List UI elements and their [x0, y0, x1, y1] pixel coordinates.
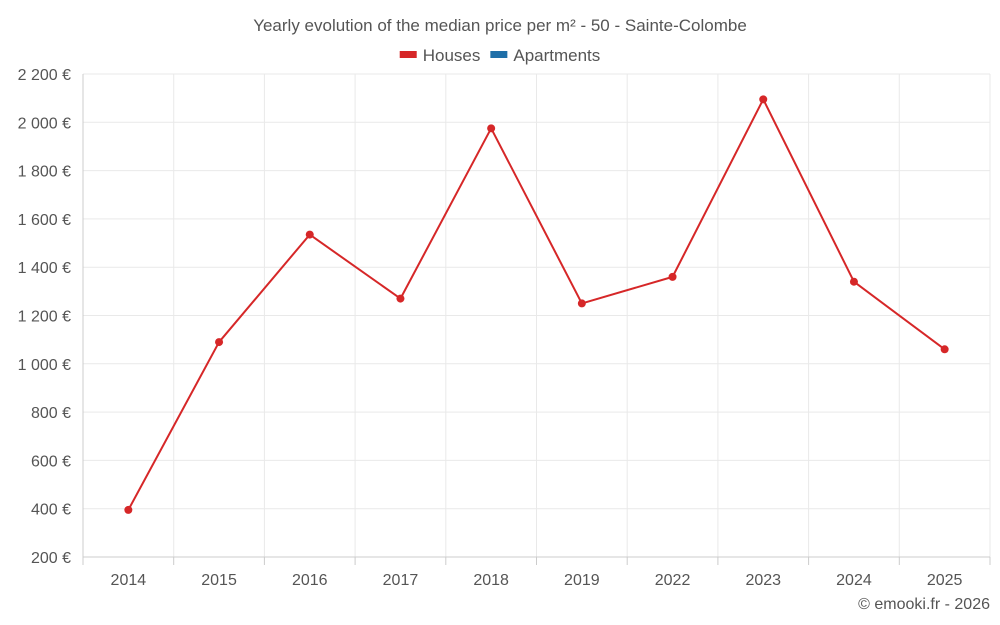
x-tick-label: 2023 [745, 572, 781, 589]
legend-label: Apartments [513, 46, 600, 65]
y-tick-label: 600 € [31, 453, 71, 470]
legend-item-houses[interactable]: Houses [399, 46, 481, 65]
x-axis-ticks: 2014 2015 2016 2017 2018 2019 2022 2023 2024 2025 [82, 557, 991, 589]
x-tick-label: 2017 [383, 572, 419, 589]
y-tick-label: 1 200 € [18, 309, 71, 326]
x-tick-label: 2022 [655, 572, 691, 589]
data-point[interactable] [759, 95, 768, 104]
series-layer [124, 95, 949, 514]
x-tick-label: 2015 [201, 572, 237, 589]
data-point[interactable] [668, 272, 677, 281]
data-point[interactable] [124, 505, 133, 514]
y-tick-label: 1 800 € [18, 164, 71, 181]
x-tick-label: 2019 [564, 572, 600, 589]
x-tick-label: 2025 [927, 572, 963, 589]
y-tick-label: 2 000 € [18, 115, 71, 132]
legend-swatch [399, 51, 417, 58]
y-tick-label: 1 000 € [18, 357, 71, 374]
y-tick-label: 1 400 € [18, 260, 71, 277]
data-point[interactable] [940, 345, 949, 354]
x-tick-label: 2014 [111, 572, 147, 589]
data-point[interactable] [215, 338, 224, 347]
legend: Houses Apartments [399, 46, 600, 65]
legend-label: Houses [423, 46, 481, 65]
y-tick-label: 800 € [31, 405, 71, 422]
x-tick-label: 2024 [836, 572, 872, 589]
data-point[interactable] [305, 230, 314, 239]
chart-title: Yearly evolution of the median price per… [253, 16, 747, 35]
y-tick-label: 400 € [31, 502, 71, 519]
data-point[interactable] [577, 299, 586, 308]
y-tick-label: 200 € [31, 550, 71, 567]
legend-swatch [490, 51, 508, 58]
series-line-houses [127, 98, 946, 511]
data-point[interactable] [849, 277, 858, 286]
x-tick-label: 2016 [292, 572, 328, 589]
credit-text: © emooki.fr - 2026 [858, 596, 990, 613]
data-point[interactable] [487, 124, 496, 133]
y-tick-label: 1 600 € [18, 212, 71, 229]
legend-item-apartments[interactable]: Apartments [490, 46, 600, 65]
y-axis-ticks: 200 € 400 € 600 € 800 € 1 000 € 1 200 € 1 400 … [18, 67, 71, 567]
x-tick-label: 2018 [473, 572, 509, 589]
grid [82, 73, 991, 557]
y-tick-label: 2 200 € [18, 67, 71, 84]
data-point[interactable] [396, 294, 405, 303]
